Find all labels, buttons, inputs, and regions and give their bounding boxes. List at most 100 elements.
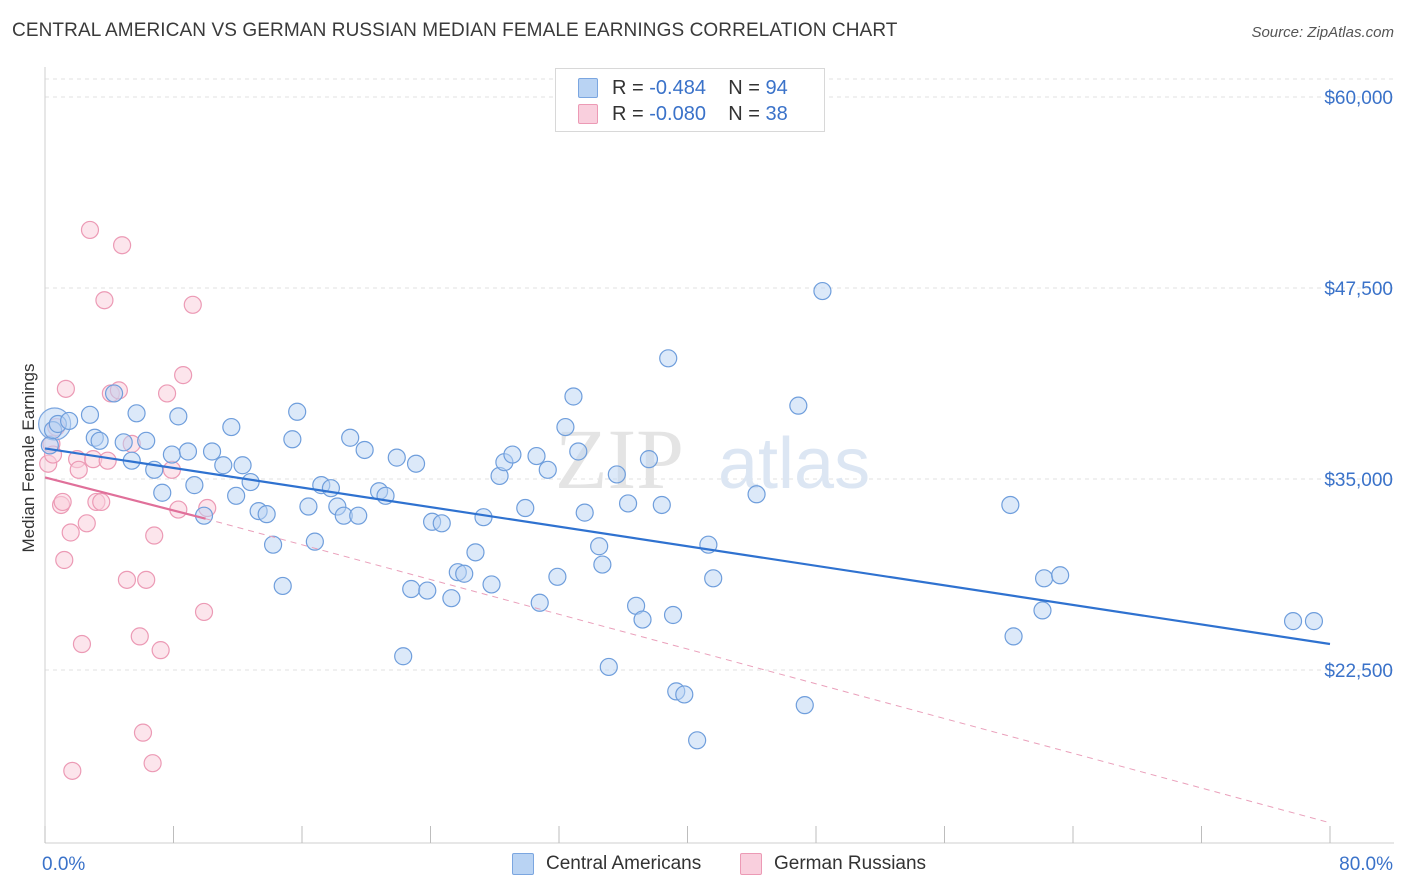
- data-point-german-russians: [61, 523, 80, 542]
- data-point-central-americans: [482, 575, 501, 594]
- data-point-central-americans: [90, 431, 109, 450]
- data-point-german-russians: [130, 627, 149, 646]
- data-point-central-americans: [652, 495, 671, 515]
- data-point-central-americans: [704, 569, 723, 588]
- data-point-central-americans: [169, 407, 188, 426]
- data-point-central-americans: [688, 731, 707, 750]
- y-axis-label: Median Female Earnings: [19, 364, 38, 553]
- data-point-central-americans: [503, 445, 522, 464]
- data-point-german-russians: [151, 641, 170, 660]
- data-point-central-americans: [639, 450, 659, 469]
- legend-n-label: N =: [728, 76, 760, 99]
- data-point-central-americans: [530, 593, 549, 612]
- data-point-central-americans: [548, 567, 567, 586]
- data-point-central-americans: [607, 465, 626, 484]
- correlation-legend: R = -0.484 N = 94 R = -0.080 N = 38: [555, 68, 825, 132]
- y-tick-label: $60,000: [1324, 88, 1393, 109]
- data-point-central-americans: [564, 387, 583, 406]
- data-point-central-americans: [402, 579, 421, 599]
- data-point-central-americans: [153, 483, 172, 502]
- data-point-german-russians: [133, 723, 153, 742]
- data-point-central-americans: [137, 431, 156, 450]
- data-point-german-russians: [194, 602, 214, 622]
- data-point-central-americans: [795, 696, 814, 715]
- legend-r-value: -0.080: [649, 102, 706, 125]
- legend-r-label: R =: [612, 76, 644, 99]
- data-point-central-americans: [466, 543, 485, 562]
- data-point-german-russians: [80, 220, 100, 240]
- data-point-central-americans: [263, 535, 283, 554]
- data-point-central-americans: [747, 485, 766, 504]
- data-point-german-russians: [56, 379, 75, 398]
- data-point-central-americans: [214, 456, 233, 475]
- data-point-central-americans: [556, 417, 575, 437]
- data-point-central-americans: [663, 605, 683, 625]
- trend-line-central-americans: [44, 447, 1331, 646]
- series-central-americans: [38, 281, 1324, 750]
- data-point-central-americans: [257, 505, 276, 524]
- bottom-legend-label: German Russians: [774, 853, 927, 874]
- legend-n-value: 38: [765, 102, 788, 125]
- data-point-central-americans: [227, 486, 246, 505]
- data-point-german-russians: [143, 754, 162, 773]
- data-point-central-americans: [590, 537, 609, 556]
- data-point-german-russians: [55, 550, 74, 570]
- data-point-central-americans: [222, 417, 241, 437]
- trend-line-german-russians-extrapolated: [205, 518, 1331, 824]
- legend-row-german-russians: R = -0.080 N = 38: [578, 102, 788, 126]
- series-german-russians: [39, 220, 217, 780]
- data-point-central-americans: [80, 405, 100, 424]
- data-point-central-americans: [104, 384, 124, 403]
- legend-swatch-blue: [578, 78, 598, 98]
- data-point-central-americans: [59, 411, 79, 431]
- data-point-german-russians: [98, 451, 117, 470]
- data-point-central-americans: [599, 657, 618, 677]
- bottom-legend-label: Central Americans: [546, 853, 702, 874]
- data-point-central-americans: [1051, 566, 1070, 585]
- data-point-german-russians: [53, 492, 72, 512]
- data-point-central-americans: [114, 433, 133, 452]
- data-point-central-americans: [813, 281, 832, 301]
- data-point-central-americans: [185, 476, 204, 495]
- data-point-central-americans: [593, 555, 612, 574]
- data-point-central-americans: [387, 448, 406, 467]
- data-point-german-russians: [69, 460, 88, 479]
- axes: [44, 67, 1394, 844]
- data-point-german-russians: [95, 291, 114, 310]
- x-tick-label: 0.0%: [42, 854, 85, 875]
- data-point-central-americans: [659, 349, 678, 368]
- data-point-german-russians: [174, 365, 193, 385]
- trend-line-german-russians: [44, 476, 206, 520]
- data-point-central-americans: [1004, 627, 1023, 646]
- tick-labels: $22,500 $35,000 $47,500 $60,000 0.0% 80.0%: [42, 88, 1393, 875]
- data-point-central-americans: [299, 497, 318, 516]
- data-point-central-americans: [633, 610, 652, 629]
- data-point-central-americans: [1034, 569, 1054, 588]
- data-point-central-americans: [273, 576, 292, 596]
- legend-r-value: -0.484: [649, 76, 706, 99]
- data-point-central-americans: [355, 440, 374, 460]
- data-point-central-americans: [789, 396, 808, 415]
- legend-n-label: N =: [728, 102, 760, 125]
- data-point-central-americans: [442, 589, 461, 608]
- data-point-central-americans: [394, 647, 413, 666]
- data-point-central-americans: [1304, 612, 1324, 631]
- data-point-central-americans: [406, 454, 426, 473]
- data-point-german-russians: [162, 460, 181, 479]
- data-point-german-russians: [77, 514, 96, 533]
- data-point-central-americans: [575, 503, 594, 522]
- bottom-legend-german-russians: German Russians: [740, 853, 926, 875]
- data-point-german-russians: [137, 570, 156, 589]
- data-point-central-americans: [202, 442, 222, 461]
- legend-swatch-pink: [578, 104, 598, 124]
- x-tick-label: 80.0%: [1339, 854, 1393, 875]
- data-point-central-americans: [538, 460, 557, 479]
- chart-source: Source: ZipAtlas.com: [1251, 24, 1394, 41]
- data-point-central-americans: [527, 446, 546, 466]
- data-point-central-americans: [432, 514, 451, 533]
- data-point-central-americans: [1001, 495, 1020, 515]
- chart-title: CENTRAL AMERICAN VS GERMAN RUSSIAN MEDIA…: [12, 20, 898, 41]
- data-point-central-americans: [675, 685, 694, 704]
- data-point-german-russians: [112, 236, 132, 255]
